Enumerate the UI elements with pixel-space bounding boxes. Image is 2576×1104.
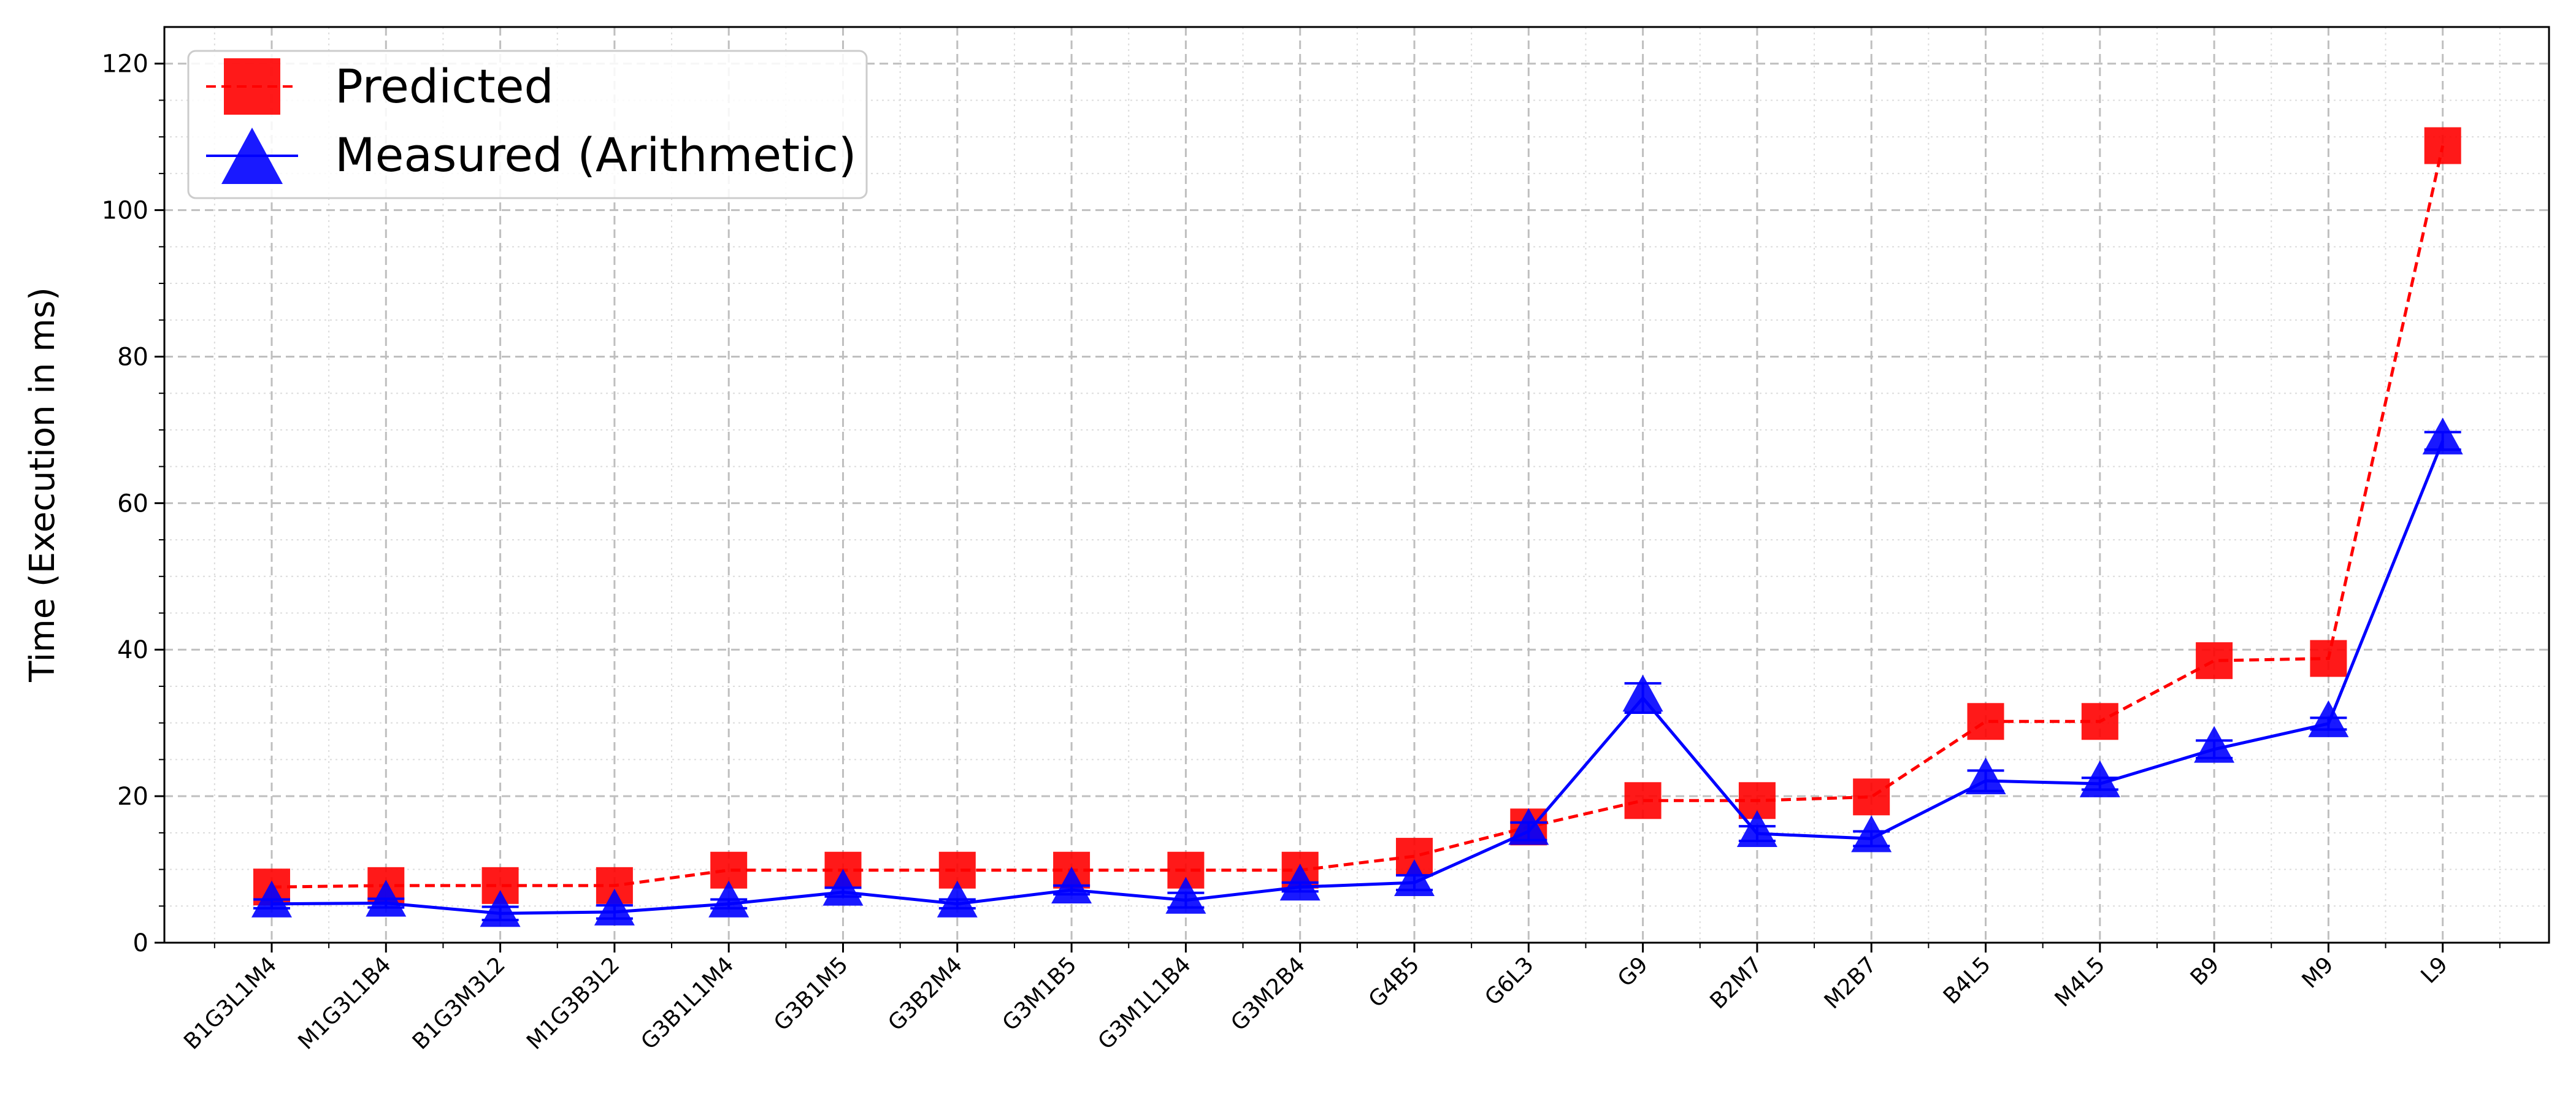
data-point-square [2424, 127, 2461, 164]
x-tick-label: G9 [1613, 952, 1653, 992]
legend-square-icon [224, 58, 280, 115]
y-tick-label: 40 [117, 636, 148, 664]
series-layer [251, 127, 2463, 927]
x-tick-label: G3M1L1B4 [1094, 952, 1196, 1054]
data-point-triangle [1508, 808, 1549, 845]
data-point-triangle [251, 880, 292, 918]
series-line [271, 145, 2445, 889]
y-tick-label: 120 [102, 50, 148, 79]
x-tick-label: B4L5 [1939, 952, 1996, 1009]
data-point-triangle [594, 888, 635, 926]
data-point-triangle [2422, 417, 2463, 454]
y-tick-label: 60 [117, 489, 148, 518]
x-tick-label: M2B7 [1820, 952, 1882, 1014]
x-tick-label: L9 [2417, 952, 2453, 988]
x-tick-label: G3B2M4 [883, 952, 967, 1036]
data-point-triangle [1279, 864, 1321, 901]
data-point-triangle [2194, 726, 2235, 763]
x-tick-label: B2M7 [1705, 952, 1767, 1014]
y-axis-title: Time (Execution in ms) [23, 287, 63, 683]
data-point-triangle [2079, 760, 2120, 797]
data-point-square [1967, 703, 2004, 740]
legend-frame [187, 50, 868, 199]
data-point-triangle [2308, 700, 2349, 737]
x-tick-label: B9 [2186, 952, 2225, 991]
x-tick-label: B1G3L1M4 [179, 952, 282, 1054]
y-tick-label: 20 [117, 783, 148, 811]
legend-label-measured: Measured (Arithmetic) [335, 128, 857, 182]
y-tick-label: 80 [117, 343, 148, 371]
x-tick-label: G3B1L1M4 [636, 952, 738, 1054]
y-tick-label: 0 [133, 929, 148, 957]
x-tick-label: G6L3 [1480, 952, 1538, 1010]
series-line [271, 440, 2445, 915]
data-point-triangle [822, 868, 864, 906]
x-tick-label: G3B1M5 [769, 952, 853, 1036]
x-tick-label: G4B5 [1364, 952, 1425, 1013]
x-tick-label: M1G3L1B4 [294, 952, 396, 1054]
data-point-triangle [1622, 675, 1663, 712]
data-point-triangle [1394, 859, 1435, 897]
data-point-triangle [1851, 815, 1892, 853]
data-point-triangle [937, 880, 978, 918]
x-tick-label: G3M1B5 [998, 952, 1082, 1036]
x-tick-label: M4L5 [2050, 952, 2110, 1012]
grid [164, 27, 2549, 944]
x-tick-label: G3M2B4 [1226, 952, 1310, 1036]
data-point-triangle [1736, 810, 1777, 848]
data-point-square [1853, 778, 1890, 816]
data-point-square [1624, 782, 1662, 819]
series-measured [251, 417, 2463, 927]
data-point-triangle [1165, 876, 1206, 914]
legend: Predicted Measured (Arithmetic) [187, 50, 868, 199]
data-point-square [2196, 642, 2233, 680]
x-tick-label: B1G3M3L2 [408, 952, 510, 1054]
data-point-triangle [1051, 867, 1092, 904]
data-point-triangle [1965, 757, 2006, 795]
legend-label-predicted: Predicted [335, 59, 554, 113]
data-point-triangle [708, 880, 749, 918]
y-tick-label: 100 [102, 197, 148, 225]
data-point-triangle [480, 890, 521, 927]
data-point-square [2310, 640, 2347, 677]
x-tick-label: M9 [2298, 952, 2339, 993]
legend-triangle-icon [221, 128, 283, 184]
data-point-triangle [366, 880, 407, 917]
data-point-square [2081, 703, 2118, 740]
x-tick-label: M1G3B3L2 [522, 952, 624, 1054]
